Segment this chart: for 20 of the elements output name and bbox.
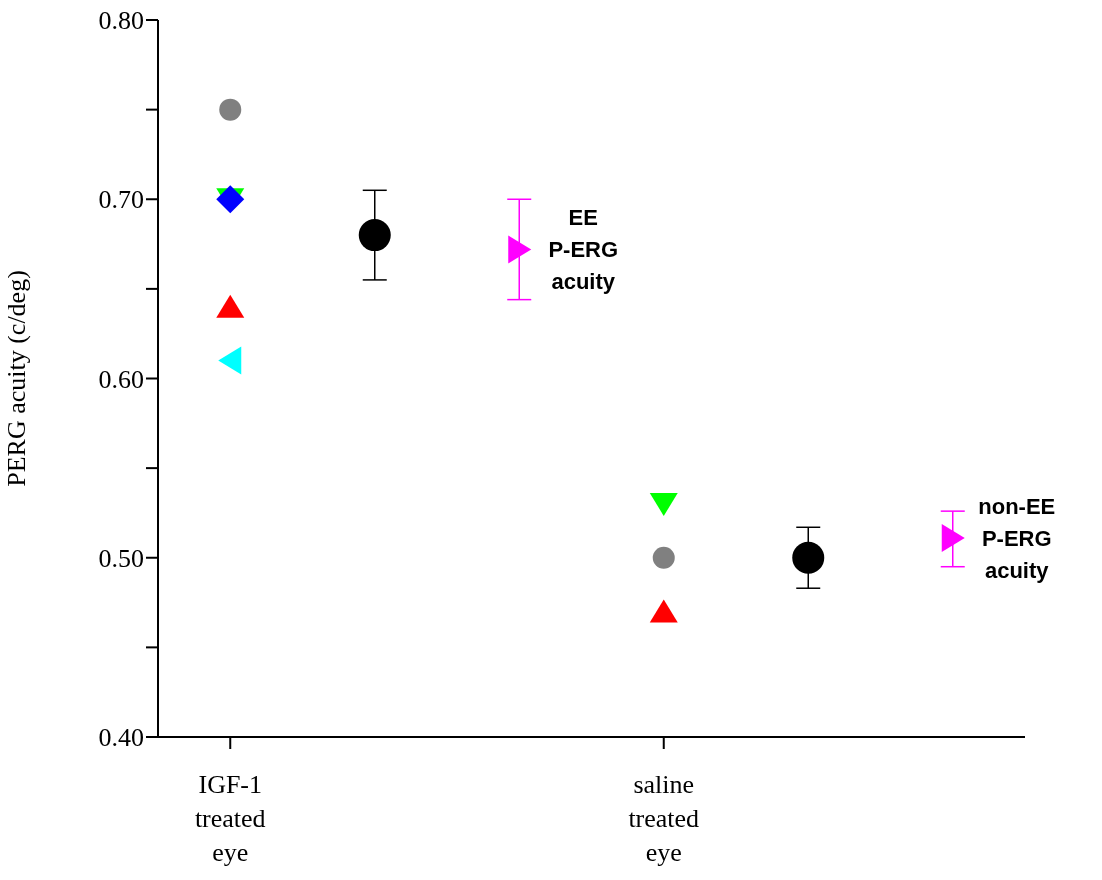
x-tick-label: saline treated eye bbox=[628, 770, 700, 867]
point bbox=[508, 235, 532, 264]
point bbox=[792, 541, 825, 574]
y-axis-title: PERG acuity (c/deg) bbox=[2, 270, 32, 487]
point bbox=[649, 599, 678, 623]
y-tick-label: 0.70 bbox=[98, 185, 144, 215]
y-tick-label: 0.60 bbox=[98, 364, 144, 394]
x-tick-label: IGF-1 treated eye bbox=[194, 770, 266, 867]
point bbox=[941, 524, 965, 553]
point bbox=[216, 294, 245, 318]
point bbox=[219, 98, 242, 121]
point bbox=[649, 492, 678, 516]
point bbox=[652, 546, 675, 569]
point bbox=[218, 346, 242, 375]
series-label: EE P-ERG acuity bbox=[548, 205, 619, 295]
y-tick-label: 0.80 bbox=[98, 6, 144, 36]
series-label: non-EE P-ERG acuity bbox=[978, 494, 1056, 584]
y-tick-label: 0.50 bbox=[98, 543, 144, 573]
y-tick-label: 0.40 bbox=[98, 723, 144, 753]
point bbox=[358, 219, 391, 252]
